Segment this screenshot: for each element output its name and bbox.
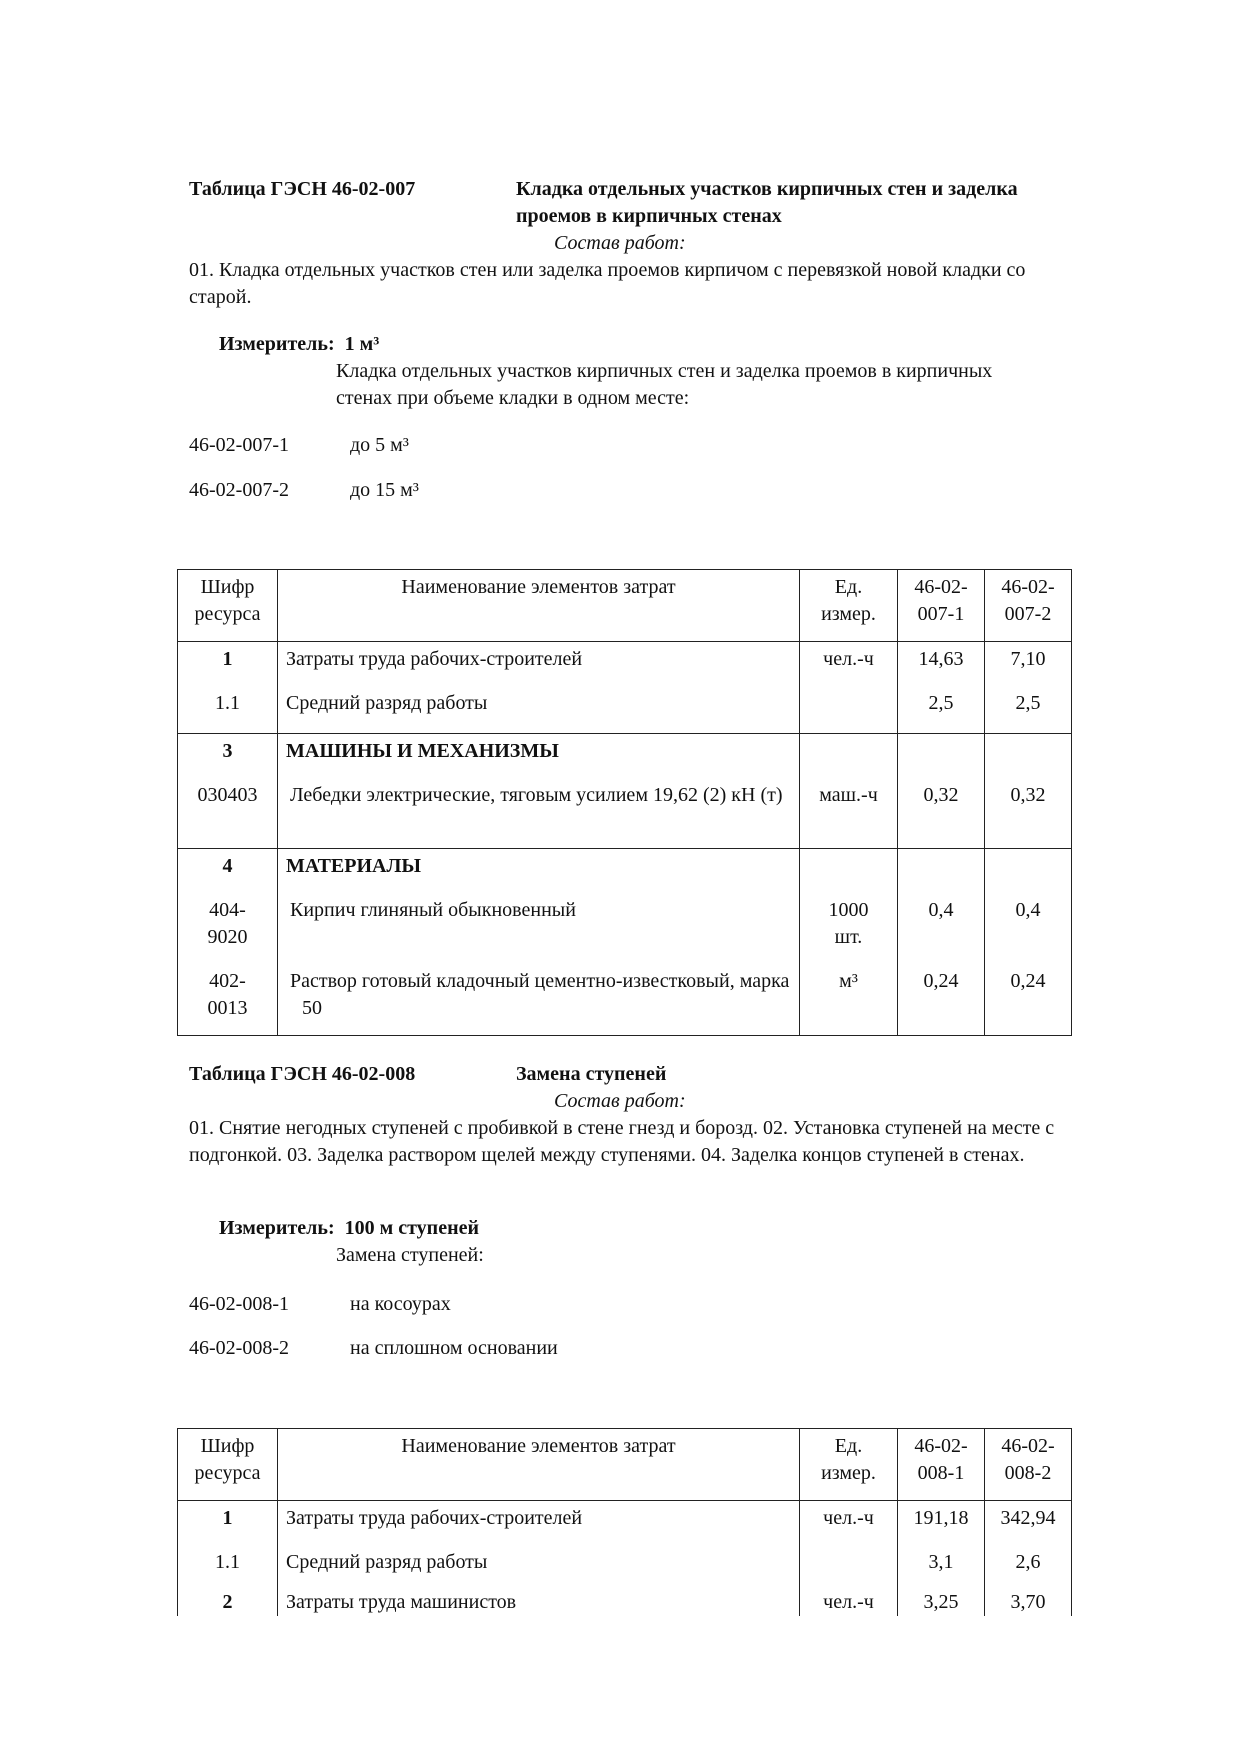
cell-unit: чел.-ч <box>799 1588 898 1616</box>
work-text: 01. Снятие негодных ступеней с пробивкой… <box>189 1117 1055 1166</box>
header-name: Наименование элементов затрат <box>277 1428 800 1501</box>
cell-unit: маш.-ч <box>799 777 898 849</box>
cell-name: Затраты труда рабочих-строителей <box>277 641 800 686</box>
cell-name: Средний разряд работы <box>277 685 800 734</box>
cell-unit: чел.-ч <box>799 641 898 686</box>
table-row: 030403 Лебедки электрические, тяговым ус… <box>177 777 1072 849</box>
cell-code: 3 <box>177 733 278 778</box>
section-title-line2: проемов в кирпичных стенах <box>516 205 782 227</box>
work-heading: Состав работ: <box>554 232 686 254</box>
cell-unit <box>799 1544 898 1589</box>
resource-table-007: Шифр ресурса Наименование элементов затр… <box>177 569 1072 1036</box>
cell-code: 402-0013 <box>177 963 278 1036</box>
cell-v2: 7,10 <box>984 641 1072 686</box>
table-row: 1.1 Средний разряд работы 3,1 2,6 <box>177 1544 1072 1589</box>
cell-code: 2 <box>177 1588 278 1616</box>
cell-code: 404-9020 <box>177 892 278 964</box>
cell-code: 1.1 <box>177 1544 278 1589</box>
cell-unit: м³ <box>799 963 898 1036</box>
cell-v1: 14,63 <box>897 641 985 686</box>
header-v1: 46-02-007-1 <box>897 569 985 642</box>
variant-text: на сплошном основании <box>350 1337 558 1359</box>
cell-v2: 2,5 <box>984 685 1072 734</box>
header-unit: Ед. измер. <box>799 569 898 642</box>
cell-code: 4 <box>177 848 278 893</box>
header-v1: 46-02-008-1 <box>897 1428 985 1501</box>
cell-v1: 0,4 <box>897 892 985 964</box>
cell-v1: 0,24 <box>897 963 985 1036</box>
cell-v1 <box>897 848 985 893</box>
variant-code: 46-02-007-1 <box>189 434 289 456</box>
table-row: 1 Затраты труда рабочих-строителей чел.-… <box>177 1500 1072 1545</box>
section-title: Кладка отдельных участков кирпичных стен… <box>516 178 1018 200</box>
cell-v2: 3,70 <box>984 1588 1072 1616</box>
table-row: 1 Затраты труда рабочих-строителей чел.-… <box>177 641 1072 686</box>
meter: Измеритель: 1 м³ <box>219 331 379 358</box>
description: Кладка отдельных участков кирпичных стен… <box>336 360 993 409</box>
variant-code: 46-02-007-2 <box>189 479 289 501</box>
meter-label: Измеритель: <box>219 333 335 355</box>
header-name: Наименование элементов затрат <box>277 569 800 642</box>
table-header: Шифр ресурса Наименование элементов затр… <box>177 569 1072 642</box>
cell-v2: 0,32 <box>984 777 1072 849</box>
cell-code: 1.1 <box>177 685 278 734</box>
table-label: Таблица ГЭСН 46-02-008 <box>189 1063 416 1085</box>
variant-code: 46-02-008-1 <box>189 1293 289 1315</box>
description: Замена ступеней: <box>336 1244 484 1266</box>
cell-v2 <box>984 848 1072 893</box>
cell-code: 1 <box>177 641 278 686</box>
cell-code: 030403 <box>177 777 278 849</box>
meter-label: Измеритель: <box>219 1217 335 1239</box>
meter-value: 1 м³ <box>344 333 380 355</box>
table-row: 402-0013 Раствор готовый кладочный цемен… <box>177 963 1072 1036</box>
cell-unit: чел.-ч <box>799 1500 898 1545</box>
header-v2: 46-02-008-2 <box>984 1428 1072 1501</box>
cell-unit <box>799 848 898 893</box>
table-header: Шифр ресурса Наименование элементов затр… <box>177 1428 1072 1501</box>
cell-name: Затраты труда рабочих-строителей <box>277 1500 800 1545</box>
cell-name: Средний разряд работы <box>277 1544 800 1589</box>
header-code: Шифр ресурса <box>177 569 278 642</box>
table-row: 2 Затраты труда машинистов чел.-ч 3,25 3… <box>177 1588 1072 1616</box>
cell-name: МАТЕРИАЛЫ <box>277 848 800 893</box>
variant-text: до 15 м³ <box>350 479 419 501</box>
cell-name: МАШИНЫ И МЕХАНИЗМЫ <box>277 733 800 778</box>
cell-v1: 2,5 <box>897 685 985 734</box>
cell-v2 <box>984 733 1072 778</box>
variant-text: на косоурах <box>350 1293 451 1315</box>
meter: Измеритель: 100 м ступеней <box>219 1215 479 1242</box>
cell-v2: 0,24 <box>984 963 1072 1036</box>
header-code: Шифр ресурса <box>177 1428 278 1501</box>
cell-unit <box>799 733 898 778</box>
cell-v1 <box>897 733 985 778</box>
cell-v2: 342,94 <box>984 1500 1072 1545</box>
cell-unit: 1000 шт. <box>799 892 898 964</box>
header-v2: 46-02-007-2 <box>984 569 1072 642</box>
variant-code: 46-02-008-2 <box>189 1337 289 1359</box>
cell-v1: 3,25 <box>897 1588 985 1616</box>
header-unit: Ед. измер. <box>799 1428 898 1501</box>
cell-unit <box>799 685 898 734</box>
cell-v1: 3,1 <box>897 1544 985 1589</box>
table-row: 1.1 Средний разряд работы 2,5 2,5 <box>177 685 1072 734</box>
cell-name: Затраты труда машинистов <box>277 1588 800 1616</box>
cell-v1: 0,32 <box>897 777 985 849</box>
table-row-group: 3 МАШИНЫ И МЕХАНИЗМЫ <box>177 733 1072 778</box>
cell-name: Раствор готовый кладочный цементно-извес… <box>277 963 800 1036</box>
section-title: Замена ступеней <box>516 1063 667 1085</box>
cell-v2: 0,4 <box>984 892 1072 964</box>
work-text: 01. Кладка отдельных участков стен или з… <box>189 259 1026 308</box>
cell-v2: 2,6 <box>984 1544 1072 1589</box>
table-row: 404-9020 Кирпич глиняный обыкновенный 10… <box>177 892 1072 964</box>
work-heading: Состав работ: <box>554 1090 686 1112</box>
cell-name: Кирпич глиняный обыкновенный <box>277 892 800 964</box>
variant-text: до 5 м³ <box>350 434 409 456</box>
cell-v1: 191,18 <box>897 1500 985 1545</box>
cell-code: 1 <box>177 1500 278 1545</box>
cell-name: Лебедки электрические, тяговым усилием 1… <box>277 777 800 849</box>
meter-value: 100 м ступеней <box>344 1217 480 1239</box>
table-row-group: 4 МАТЕРИАЛЫ <box>177 848 1072 893</box>
table-label: Таблица ГЭСН 46-02-007 <box>189 178 416 200</box>
resource-table-008: Шифр ресурса Наименование элементов затр… <box>177 1428 1072 1616</box>
